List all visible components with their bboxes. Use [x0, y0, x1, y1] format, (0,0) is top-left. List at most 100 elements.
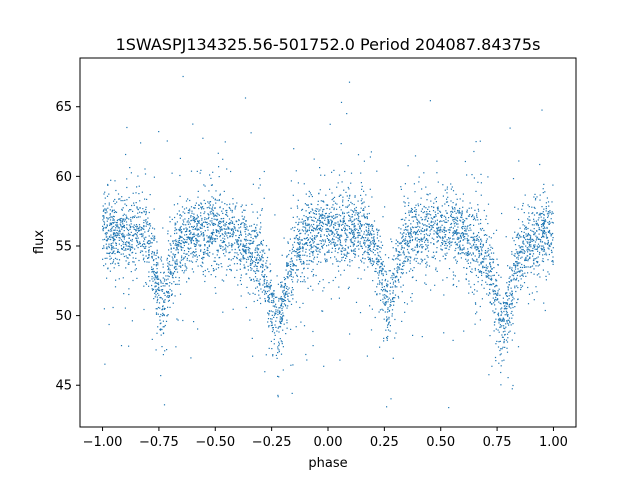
data-point [216, 238, 218, 240]
data-point [349, 232, 351, 234]
data-point [334, 224, 336, 226]
data-point [106, 252, 108, 254]
data-point [195, 251, 197, 253]
data-point [404, 183, 406, 185]
data-point [387, 324, 389, 326]
data-point [318, 210, 320, 212]
data-point [135, 229, 137, 231]
data-point [193, 235, 195, 238]
data-point [237, 229, 239, 231]
data-point [413, 267, 415, 269]
data-point [433, 238, 435, 240]
data-point [470, 236, 472, 238]
data-point [397, 255, 399, 257]
data-point [148, 276, 150, 278]
data-point [121, 196, 123, 198]
data-point [434, 211, 436, 213]
data-point [517, 262, 520, 264]
data-point [318, 217, 320, 220]
data-point [105, 247, 108, 249]
data-point [511, 251, 513, 253]
data-point [268, 249, 270, 251]
data-point [448, 205, 450, 207]
data-point [363, 215, 365, 217]
data-point [330, 224, 332, 226]
data-point [185, 253, 187, 255]
data-point [109, 223, 111, 225]
data-point [367, 252, 369, 254]
data-point [348, 215, 351, 217]
data-point [233, 263, 236, 265]
data-point [146, 242, 148, 244]
data-point [550, 243, 552, 246]
data-point [542, 230, 544, 232]
data-point [198, 208, 200, 210]
data-point [174, 240, 176, 242]
data-point [220, 218, 222, 220]
data-point [207, 240, 209, 242]
data-point [214, 207, 216, 209]
data-point [328, 216, 330, 218]
data-point [108, 204, 110, 206]
data-point [136, 206, 138, 208]
data-point [539, 213, 541, 215]
data-point [426, 193, 428, 195]
data-point [238, 246, 240, 248]
data-point [318, 232, 320, 234]
data-point [181, 240, 183, 242]
data-point [446, 212, 448, 214]
data-point [367, 249, 369, 251]
data-point [361, 188, 363, 190]
data-point [351, 250, 353, 252]
data-point [419, 244, 421, 246]
data-point [120, 224, 122, 226]
data-point [310, 251, 312, 253]
data-point [491, 303, 493, 305]
data-point [142, 228, 144, 230]
data-point [117, 234, 119, 236]
data-point [314, 238, 316, 240]
data-point [528, 206, 530, 208]
data-point [243, 226, 245, 228]
data-point [511, 302, 513, 304]
data-point [162, 332, 165, 335]
data-point [134, 215, 136, 217]
data-point [466, 226, 468, 228]
data-point [527, 286, 529, 289]
data-point [456, 220, 459, 222]
data-point [533, 196, 535, 198]
data-point [506, 305, 508, 307]
data-point [383, 318, 385, 320]
data-point [220, 247, 222, 249]
data-point [344, 170, 346, 173]
data-point [547, 201, 550, 203]
data-point [500, 371, 502, 374]
data-point [160, 258, 162, 260]
data-point [316, 247, 318, 249]
data-point [152, 235, 154, 237]
data-point [284, 293, 286, 295]
data-point [502, 317, 504, 319]
data-point [481, 227, 484, 230]
data-point [533, 228, 535, 230]
data-point [259, 184, 261, 186]
data-point [211, 241, 213, 243]
data-point [151, 284, 153, 287]
data-point [111, 249, 113, 251]
data-point [306, 263, 308, 265]
data-point [492, 291, 494, 293]
data-point [552, 212, 554, 214]
data-point [136, 277, 138, 279]
data-point [330, 298, 332, 300]
data-point [322, 225, 324, 228]
data-point [299, 233, 301, 235]
data-point [488, 275, 490, 277]
data-point [345, 241, 347, 243]
data-point [215, 202, 217, 204]
data-point [236, 263, 238, 265]
data-point [484, 252, 486, 254]
data-point [527, 303, 530, 305]
data-point [138, 193, 140, 195]
data-point [277, 346, 279, 348]
data-point [367, 266, 369, 268]
